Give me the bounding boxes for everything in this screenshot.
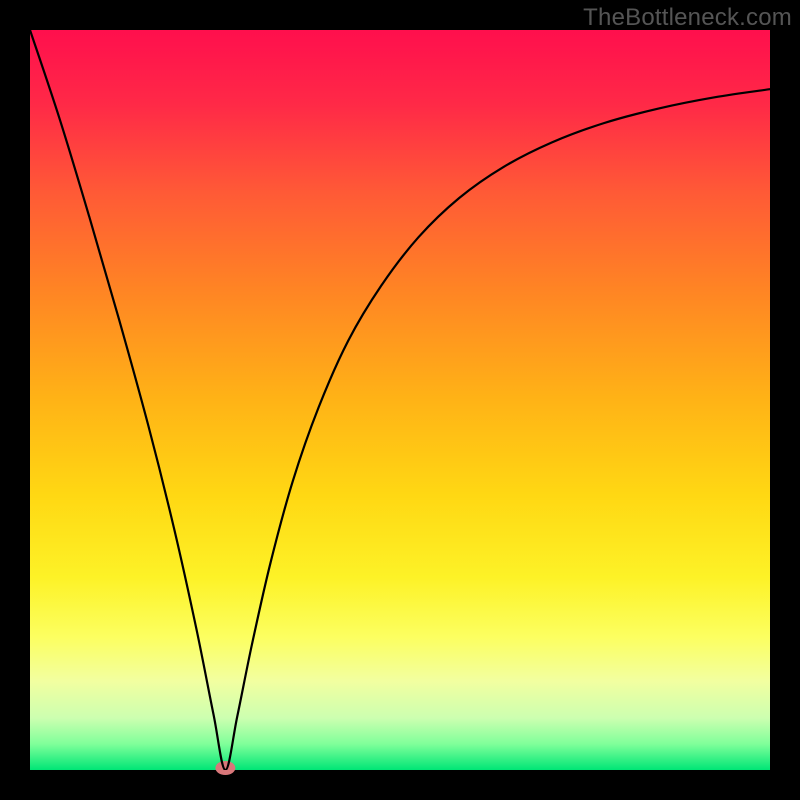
watermark-label: TheBottleneck.com: [583, 4, 792, 32]
bottleneck-chart: [0, 0, 800, 800]
apex-marker: [215, 761, 235, 775]
